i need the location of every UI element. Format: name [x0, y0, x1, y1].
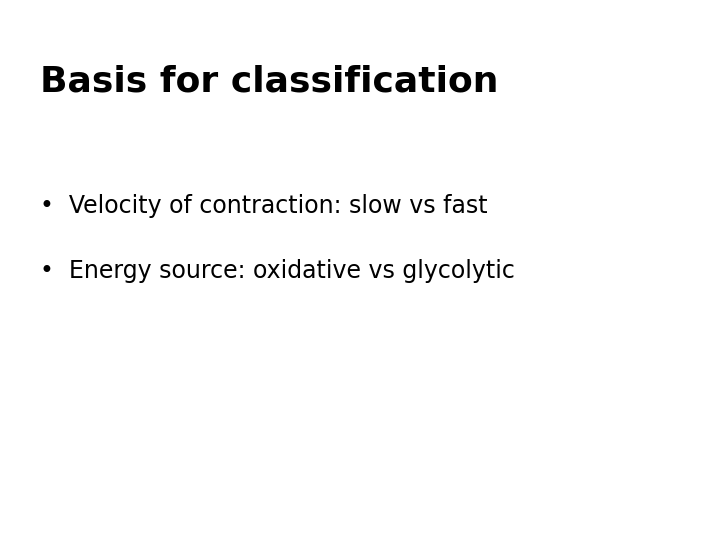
Text: •  Velocity of contraction: slow vs fast: • Velocity of contraction: slow vs fast	[40, 194, 487, 218]
Text: Basis for classification: Basis for classification	[40, 65, 498, 99]
Text: •  Energy source: oxidative vs glycolytic: • Energy source: oxidative vs glycolytic	[40, 259, 515, 283]
